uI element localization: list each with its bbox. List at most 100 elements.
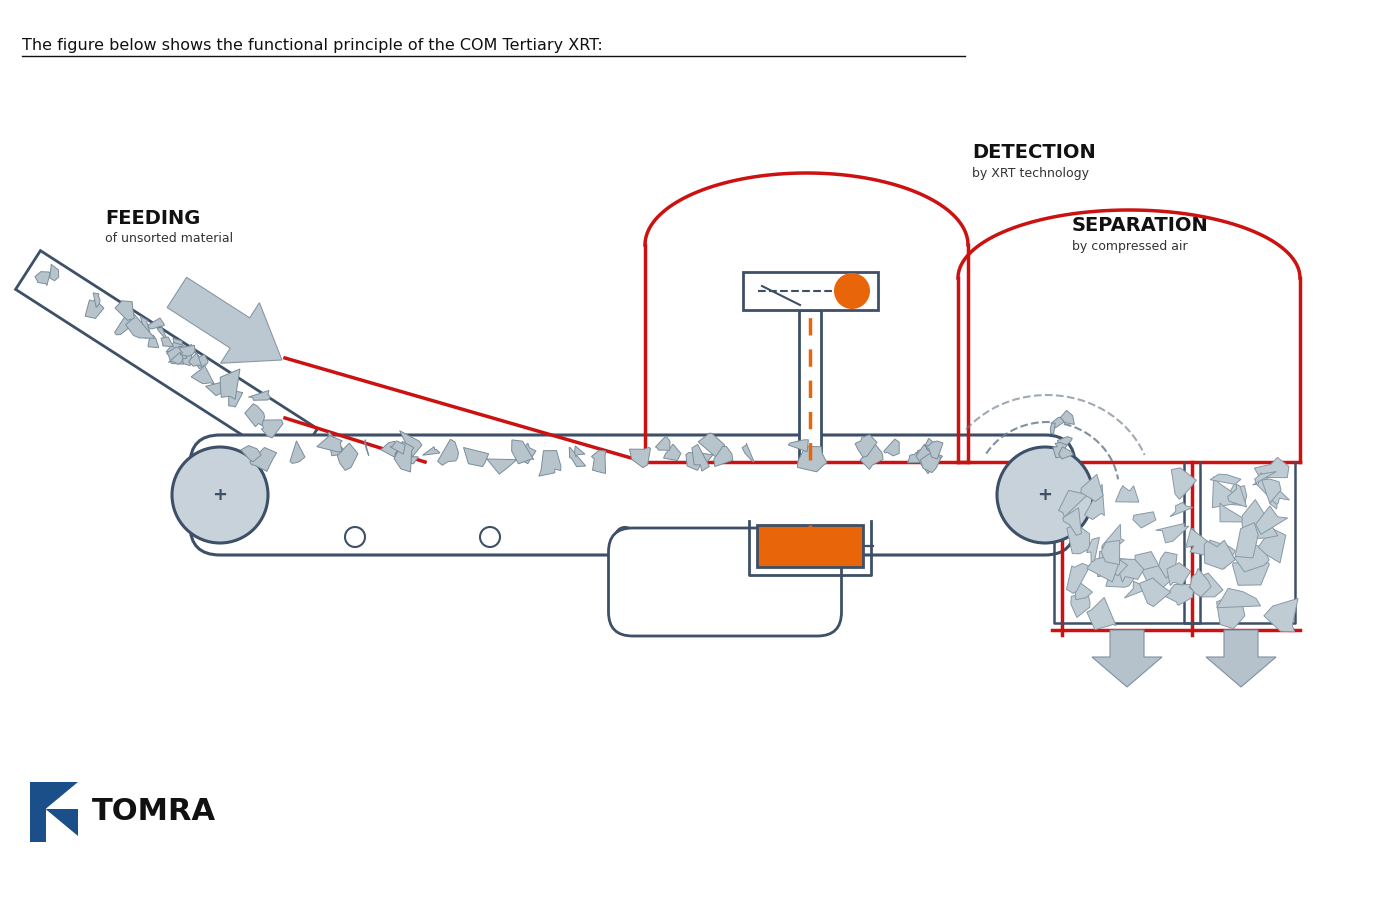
Polygon shape [1231,483,1246,506]
Polygon shape [1186,528,1217,557]
Polygon shape [140,316,150,339]
Polygon shape [290,441,305,464]
Polygon shape [1232,562,1270,585]
Polygon shape [174,338,182,355]
Polygon shape [1058,491,1088,518]
Polygon shape [1085,484,1105,519]
Polygon shape [1254,457,1289,478]
Polygon shape [1063,508,1081,536]
Polygon shape [1189,573,1224,597]
Polygon shape [1135,552,1159,572]
Polygon shape [855,435,876,457]
Polygon shape [1210,540,1235,569]
Polygon shape [245,404,265,427]
Polygon shape [924,441,944,459]
Bar [742,272,878,310]
Polygon shape [1098,551,1127,577]
Polygon shape [692,445,710,471]
Polygon shape [115,315,139,335]
Polygon shape [126,314,155,338]
Circle shape [344,527,365,547]
FancyBboxPatch shape [190,435,1075,555]
Polygon shape [148,318,164,328]
Polygon shape [192,347,206,365]
Polygon shape [1204,540,1235,570]
Polygon shape [519,443,536,464]
Polygon shape [1270,487,1278,509]
Polygon shape [742,444,755,462]
Polygon shape [337,443,358,471]
Polygon shape [1235,544,1270,572]
Polygon shape [1102,525,1124,549]
Polygon shape [1117,559,1144,582]
Polygon shape [1170,502,1193,517]
FancyBboxPatch shape [609,528,841,636]
Polygon shape [45,782,78,809]
Polygon shape [1217,591,1245,629]
Text: of unsorted material: of unsorted material [105,232,234,245]
Text: SEPARATION: SEPARATION [1072,216,1208,235]
Polygon shape [423,446,440,455]
Polygon shape [167,343,185,352]
Polygon shape [1253,472,1277,485]
Polygon shape [511,440,533,464]
Polygon shape [1212,477,1245,508]
Polygon shape [1264,598,1298,632]
Polygon shape [883,439,899,456]
Bar [799,310,820,460]
Polygon shape [539,451,561,476]
Polygon shape [1205,630,1275,687]
Polygon shape [167,277,281,364]
Polygon shape [574,446,585,456]
Polygon shape [168,352,183,365]
Polygon shape [1172,468,1197,500]
Polygon shape [193,355,209,369]
Polygon shape [463,447,489,466]
Polygon shape [1158,552,1177,579]
Polygon shape [570,447,585,467]
Polygon shape [85,299,104,319]
Text: by compressed air: by compressed air [1072,240,1187,253]
Polygon shape [917,447,934,468]
Polygon shape [192,365,214,384]
Circle shape [172,447,267,543]
Polygon shape [1235,523,1259,558]
Bar [29,782,45,842]
Polygon shape [655,436,669,450]
Text: +: + [1037,486,1053,504]
Polygon shape [1086,537,1099,562]
Polygon shape [1137,556,1172,595]
Polygon shape [1190,569,1211,597]
Text: +: + [213,486,228,504]
Polygon shape [161,337,174,347]
Polygon shape [860,444,883,470]
Polygon shape [167,346,188,364]
Polygon shape [699,433,725,459]
Polygon shape [157,325,168,342]
Polygon shape [316,436,343,452]
Polygon shape [438,439,458,465]
Polygon shape [399,431,421,456]
Polygon shape [228,390,242,407]
Polygon shape [206,380,227,396]
Polygon shape [49,265,59,281]
Polygon shape [1053,443,1067,458]
Polygon shape [364,440,368,455]
Polygon shape [925,438,941,454]
Polygon shape [396,456,419,464]
Polygon shape [714,446,732,466]
Polygon shape [148,335,158,347]
Polygon shape [1086,554,1119,582]
Polygon shape [798,446,827,472]
Polygon shape [220,369,239,400]
Polygon shape [1081,474,1103,501]
Text: by XRT technology: by XRT technology [972,167,1089,180]
Polygon shape [1228,485,1246,507]
Polygon shape [916,444,942,473]
Polygon shape [693,452,713,464]
Polygon shape [1102,540,1120,564]
Polygon shape [920,452,941,472]
Polygon shape [94,292,99,308]
Polygon shape [686,453,701,471]
Polygon shape [486,459,517,474]
